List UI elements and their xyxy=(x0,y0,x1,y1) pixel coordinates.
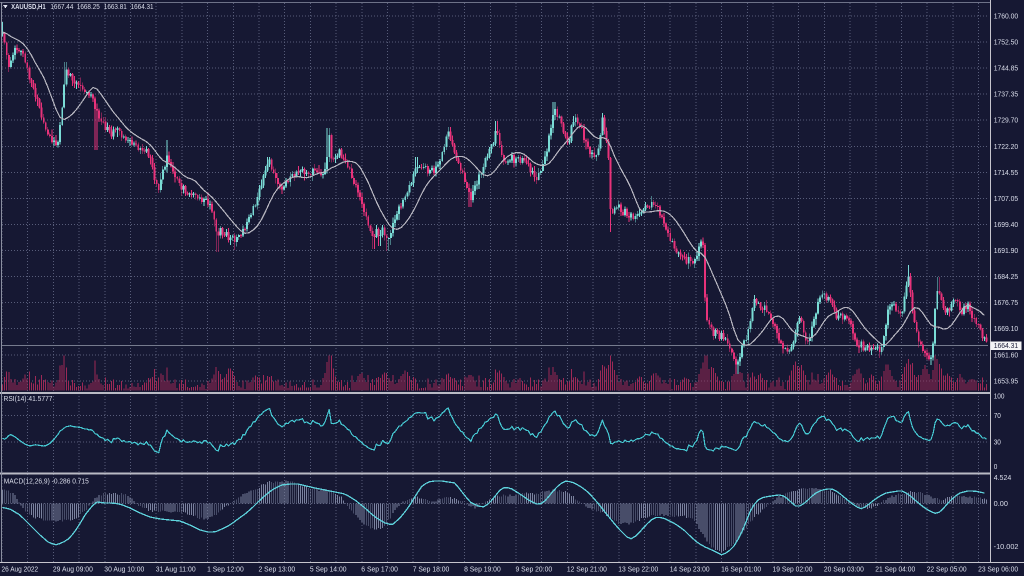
svg-text:1653.95: 1653.95 xyxy=(994,376,1019,385)
svg-text:1752.50: 1752.50 xyxy=(994,38,1019,47)
svg-text:1729.70: 1729.70 xyxy=(994,116,1019,125)
svg-text:1669.10: 1669.10 xyxy=(994,324,1019,333)
svg-text:1699.40: 1699.40 xyxy=(994,220,1019,229)
svg-text:1676.75: 1676.75 xyxy=(994,298,1019,307)
svg-text:1744.85: 1744.85 xyxy=(994,64,1019,73)
svg-text:1661.60: 1661.60 xyxy=(994,350,1019,359)
svg-text:1664.31: 1664.31 xyxy=(994,341,1019,350)
svg-text:1737.35: 1737.35 xyxy=(994,90,1019,99)
svg-text:31 Aug 11:00: 31 Aug 11:00 xyxy=(156,564,196,573)
svg-text:13 Sep 22:00: 13 Sep 22:00 xyxy=(618,564,658,573)
svg-text:8 Sep 19:00: 8 Sep 19:00 xyxy=(464,564,501,573)
svg-text:22 Sep 05:00: 22 Sep 05:00 xyxy=(927,564,967,573)
svg-text:30 Aug 10:00: 30 Aug 10:00 xyxy=(104,564,144,573)
svg-text:5 Sep 14:00: 5 Sep 14:00 xyxy=(310,564,347,573)
svg-text:100: 100 xyxy=(994,392,1005,401)
svg-text:1 Sep 12:00: 1 Sep 12:00 xyxy=(207,564,244,573)
svg-text:1707.05: 1707.05 xyxy=(994,194,1019,203)
svg-text:70: 70 xyxy=(994,411,1001,420)
svg-text:1684.25: 1684.25 xyxy=(994,272,1019,281)
svg-text:19 Sep 02:00: 19 Sep 02:00 xyxy=(773,564,813,573)
svg-text:MACD(12,26,9) -0.286 0.715: MACD(12,26,9) -0.286 0.715 xyxy=(4,477,89,486)
svg-text:1760.00: 1760.00 xyxy=(994,12,1019,21)
svg-text:7 Sep 18:00: 7 Sep 18:00 xyxy=(413,564,450,573)
svg-text:2 Sep 13:00: 2 Sep 13:00 xyxy=(259,564,296,573)
svg-text:-10.002: -10.002 xyxy=(994,542,1019,551)
svg-text:4.524: 4.524 xyxy=(994,473,1012,482)
svg-text:1667.44: 1667.44 xyxy=(50,2,73,11)
svg-text:1691.90: 1691.90 xyxy=(994,246,1019,255)
svg-text:14 Sep 23:00: 14 Sep 23:00 xyxy=(670,564,710,573)
svg-text:29 Aug 09:00: 29 Aug 09:00 xyxy=(53,564,93,573)
svg-text:RSI(14) 41.5777: RSI(14) 41.5777 xyxy=(4,394,53,403)
svg-text:9 Sep 20:00: 9 Sep 20:00 xyxy=(516,564,553,573)
svg-text:12 Sep 21:00: 12 Sep 21:00 xyxy=(567,564,607,573)
svg-text:16 Sep 01:00: 16 Sep 01:00 xyxy=(721,564,761,573)
svg-text:21 Sep 04:00: 21 Sep 04:00 xyxy=(875,564,915,573)
svg-text:1722.20: 1722.20 xyxy=(994,142,1019,151)
svg-text:XAUUSD,H1: XAUUSD,H1 xyxy=(11,2,46,11)
svg-text:1668.25: 1668.25 xyxy=(77,2,100,11)
svg-text:0: 0 xyxy=(994,462,998,471)
svg-text:1664.31: 1664.31 xyxy=(131,2,154,11)
svg-text:1714.55: 1714.55 xyxy=(994,168,1019,177)
svg-text:1663.81: 1663.81 xyxy=(104,2,127,11)
svg-text:6 Sep 17:00: 6 Sep 17:00 xyxy=(361,564,398,573)
svg-text:26 Aug 2022: 26 Aug 2022 xyxy=(2,564,39,573)
svg-text:20 Sep 03:00: 20 Sep 03:00 xyxy=(824,564,864,573)
svg-text:23 Sep 06:00: 23 Sep 06:00 xyxy=(978,564,1018,573)
svg-text:30: 30 xyxy=(994,438,1001,447)
svg-text:0.00: 0.00 xyxy=(994,499,1008,508)
